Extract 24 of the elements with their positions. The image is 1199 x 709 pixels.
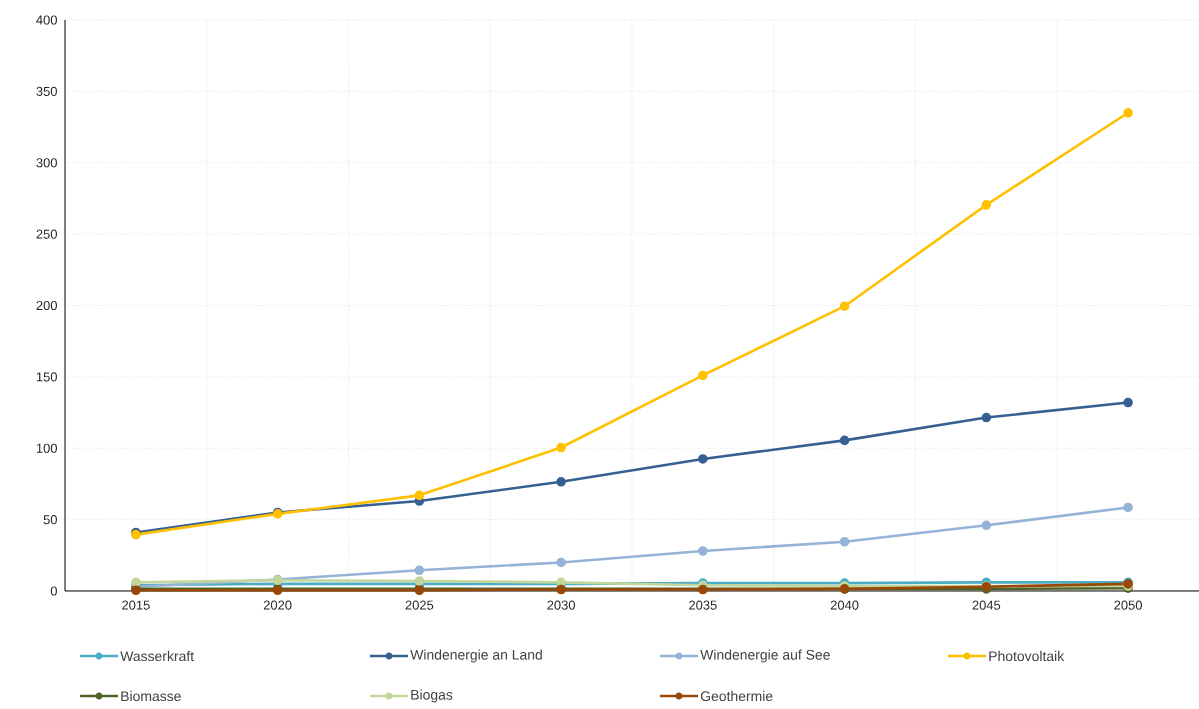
y-tick-label: 100 [36, 443, 57, 453]
legend-label: Geothermie [700, 690, 773, 702]
x-tick-label: 2040 [830, 600, 859, 610]
y-tick-label: 300 [36, 158, 57, 168]
y-tick-label: 200 [36, 300, 57, 311]
legend-label: Photovoltaik [989, 650, 1065, 662]
x-tick-label: 2020 [263, 600, 292, 610]
x-tick-label: 2015 [122, 600, 150, 610]
x-tick-label: 2035 [689, 600, 717, 610]
y-tick-label: 150 [36, 372, 57, 382]
x-tick-label: 2025 [405, 600, 434, 610]
legend-label: Windenergie auf See [700, 649, 830, 663]
legend-label: Biomasse [121, 690, 181, 702]
y-tick-label: 400 [36, 15, 57, 25]
x-tick-label: 2050 [1114, 600, 1142, 610]
y-tick-label: 0 [50, 586, 57, 596]
x-tick-label: 2030 [547, 600, 576, 610]
legend-label: Wasserkraft [120, 650, 194, 662]
y-tick-label: 50 [43, 515, 57, 525]
legend-label: Biogas [411, 689, 453, 703]
legend-label: Windenergie an Land [410, 649, 542, 663]
y-tick-label: 250 [36, 229, 57, 239]
y-tick-label: 350 [36, 86, 57, 96]
x-tick-label: 2045 [972, 600, 1001, 610]
